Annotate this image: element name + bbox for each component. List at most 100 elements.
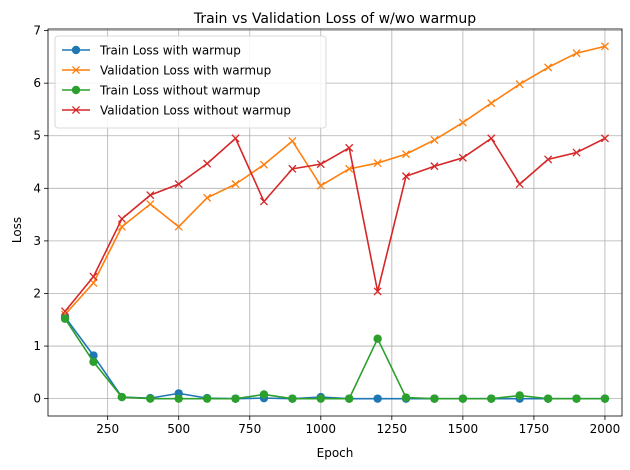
data-point <box>458 118 467 127</box>
data-point <box>146 394 155 403</box>
data-point <box>288 164 297 173</box>
data-point <box>487 134 496 143</box>
data-point <box>543 394 553 403</box>
data-point <box>288 136 297 146</box>
data-point <box>458 153 467 162</box>
data-point <box>259 160 269 169</box>
data-point <box>174 394 183 403</box>
data-point <box>487 99 496 108</box>
data-point <box>117 214 126 223</box>
legend-item: Validation Loss with warmup <box>62 64 271 78</box>
x-tick-label: 1000 <box>306 422 337 436</box>
data-point <box>600 134 610 143</box>
data-point <box>458 394 468 403</box>
y-tick-label: 2 <box>33 286 41 300</box>
y-tick-label: 6 <box>33 76 41 90</box>
series-line <box>64 318 605 400</box>
data-point <box>600 394 610 403</box>
data-point <box>401 150 411 159</box>
data-point <box>345 164 354 173</box>
data-point <box>174 180 183 189</box>
data-point <box>430 394 439 403</box>
data-point <box>60 307 70 316</box>
legend-box <box>54 35 327 129</box>
legend-marker <box>71 105 81 115</box>
legend-label: Validation Loss without warmup <box>100 104 291 118</box>
data-point <box>401 172 411 181</box>
series-2 <box>60 42 610 319</box>
y-tick-label: 5 <box>33 129 41 143</box>
series-line <box>64 137 606 312</box>
data-point <box>146 200 155 209</box>
data-point <box>316 160 325 169</box>
data-point <box>316 181 325 190</box>
data-point <box>373 394 382 403</box>
data-point <box>117 392 127 402</box>
data-point <box>259 197 269 206</box>
data-point <box>487 394 496 403</box>
x-tick-label: 500 <box>167 422 190 436</box>
legend-item: Validation Loss without warmup <box>62 104 291 118</box>
data-point <box>373 287 382 296</box>
series-4 <box>60 134 610 316</box>
y-tick-label: 3 <box>33 234 41 248</box>
data-point <box>401 393 411 402</box>
y-axis: 0 1 2 3 4 5 6 7 <box>33 24 48 406</box>
x-tick-label: 2000 <box>590 422 621 436</box>
data-point <box>203 193 212 202</box>
legend-label: Train Loss with warmup <box>99 44 241 58</box>
data-point <box>89 357 98 367</box>
data-point <box>259 390 269 399</box>
x-tick-label: 1250 <box>377 422 408 436</box>
x-tick-label: 750 <box>238 422 261 436</box>
series-layer <box>60 42 610 403</box>
series-line <box>64 45 606 316</box>
legend-marker <box>71 65 81 75</box>
data-point <box>288 394 297 403</box>
data-point <box>544 155 553 164</box>
data-point <box>600 42 610 51</box>
data-point <box>515 391 524 400</box>
data-point <box>316 394 325 403</box>
series-line <box>64 316 605 400</box>
data-point <box>515 80 524 89</box>
y-tick-label: 0 <box>33 392 41 406</box>
chart-title: Train vs Validation Loss of w/wo warmup <box>193 11 476 27</box>
data-point <box>572 49 581 58</box>
series-1 <box>60 312 610 403</box>
data-point <box>202 394 212 403</box>
legend-label: Train Loss without warmup <box>99 84 260 98</box>
data-point <box>231 134 240 143</box>
y-tick-label: 1 <box>33 339 41 353</box>
legend-item: Train Loss with warmup <box>62 44 241 58</box>
x-axis: 250 500 750 1000 1250 1500 1750 2000 <box>96 416 620 436</box>
y-tick-label: 7 <box>33 24 41 38</box>
legend-item: Train Loss without warmup <box>62 84 260 98</box>
data-point <box>231 180 240 189</box>
data-point <box>430 162 439 171</box>
data-point <box>430 135 439 145</box>
legend-marker <box>71 45 81 55</box>
data-point <box>572 394 581 403</box>
data-point <box>174 222 183 231</box>
plot-frame <box>47 28 623 417</box>
data-point <box>544 63 553 72</box>
x-axis-label: Epoch <box>317 446 354 460</box>
data-point <box>146 191 155 200</box>
y-axis-label: Loss <box>10 217 24 243</box>
series-3 <box>60 314 610 403</box>
x-tick-label: 1750 <box>519 422 550 436</box>
data-point <box>60 314 70 323</box>
x-tick-label: 1500 <box>448 422 479 436</box>
data-point <box>515 180 524 189</box>
legend: Train Loss with warmup Validation Loss wi… <box>54 35 327 129</box>
data-point <box>231 394 240 403</box>
x-tick-label: 250 <box>96 422 119 436</box>
data-point <box>373 159 382 168</box>
data-point <box>89 272 98 281</box>
data-point <box>345 143 354 152</box>
data-point <box>373 334 382 343</box>
data-point <box>203 159 212 168</box>
legend-label: Validation Loss with warmup <box>100 64 271 78</box>
